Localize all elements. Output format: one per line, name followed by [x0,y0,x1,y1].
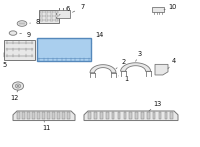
Text: 8: 8 [30,19,40,25]
Bar [50,19,53,21]
Bar [37,38,91,61]
Polygon shape [121,63,151,71]
Bar [27,112,30,119]
Text: 9: 9 [20,32,31,37]
Polygon shape [155,64,168,75]
Text: 10: 10 [164,5,176,10]
Bar [56,10,70,18]
Bar [112,112,114,119]
Text: 5: 5 [2,53,6,68]
Text: 3: 3 [136,51,142,61]
Text: 6: 6 [59,6,69,15]
Bar [4,40,35,60]
Bar [100,112,103,119]
Bar [62,112,65,119]
Text: 1: 1 [119,76,128,82]
Bar [152,7,164,12]
Bar [17,112,20,119]
Bar [57,112,60,119]
Bar [141,112,144,119]
Ellipse shape [17,21,27,26]
Bar [153,112,155,119]
Text: 12: 12 [10,90,18,101]
Text: 4: 4 [168,59,176,69]
Circle shape [12,82,24,90]
Bar [50,11,53,13]
Bar [40,11,43,13]
Bar [45,11,48,13]
Polygon shape [13,111,75,121]
Bar [88,112,91,119]
Bar [129,112,132,119]
Bar [124,112,126,119]
Text: 7: 7 [72,4,84,12]
Polygon shape [84,111,178,121]
Bar [55,15,58,17]
Bar [106,112,109,119]
Bar [165,112,167,119]
Polygon shape [90,65,116,73]
Bar [45,19,48,21]
Bar [118,112,120,119]
Bar [50,15,53,17]
Text: 11: 11 [42,121,50,131]
Text: 14: 14 [91,32,103,44]
Bar [170,112,173,119]
Bar [22,112,25,119]
Bar [37,112,40,119]
Text: 13: 13 [149,101,162,111]
Bar [67,112,70,119]
Bar [94,112,97,119]
Bar [39,10,59,23]
Bar [47,112,50,119]
Bar [52,112,55,119]
Bar [40,19,43,21]
Bar [55,11,58,13]
Bar [147,112,150,119]
Bar [159,112,161,119]
Bar [55,19,58,21]
Ellipse shape [9,31,17,35]
Bar [135,112,138,119]
Bar [42,112,45,119]
Bar [40,15,43,17]
Bar [45,15,48,17]
Text: 2: 2 [116,59,126,69]
Bar [32,112,35,119]
